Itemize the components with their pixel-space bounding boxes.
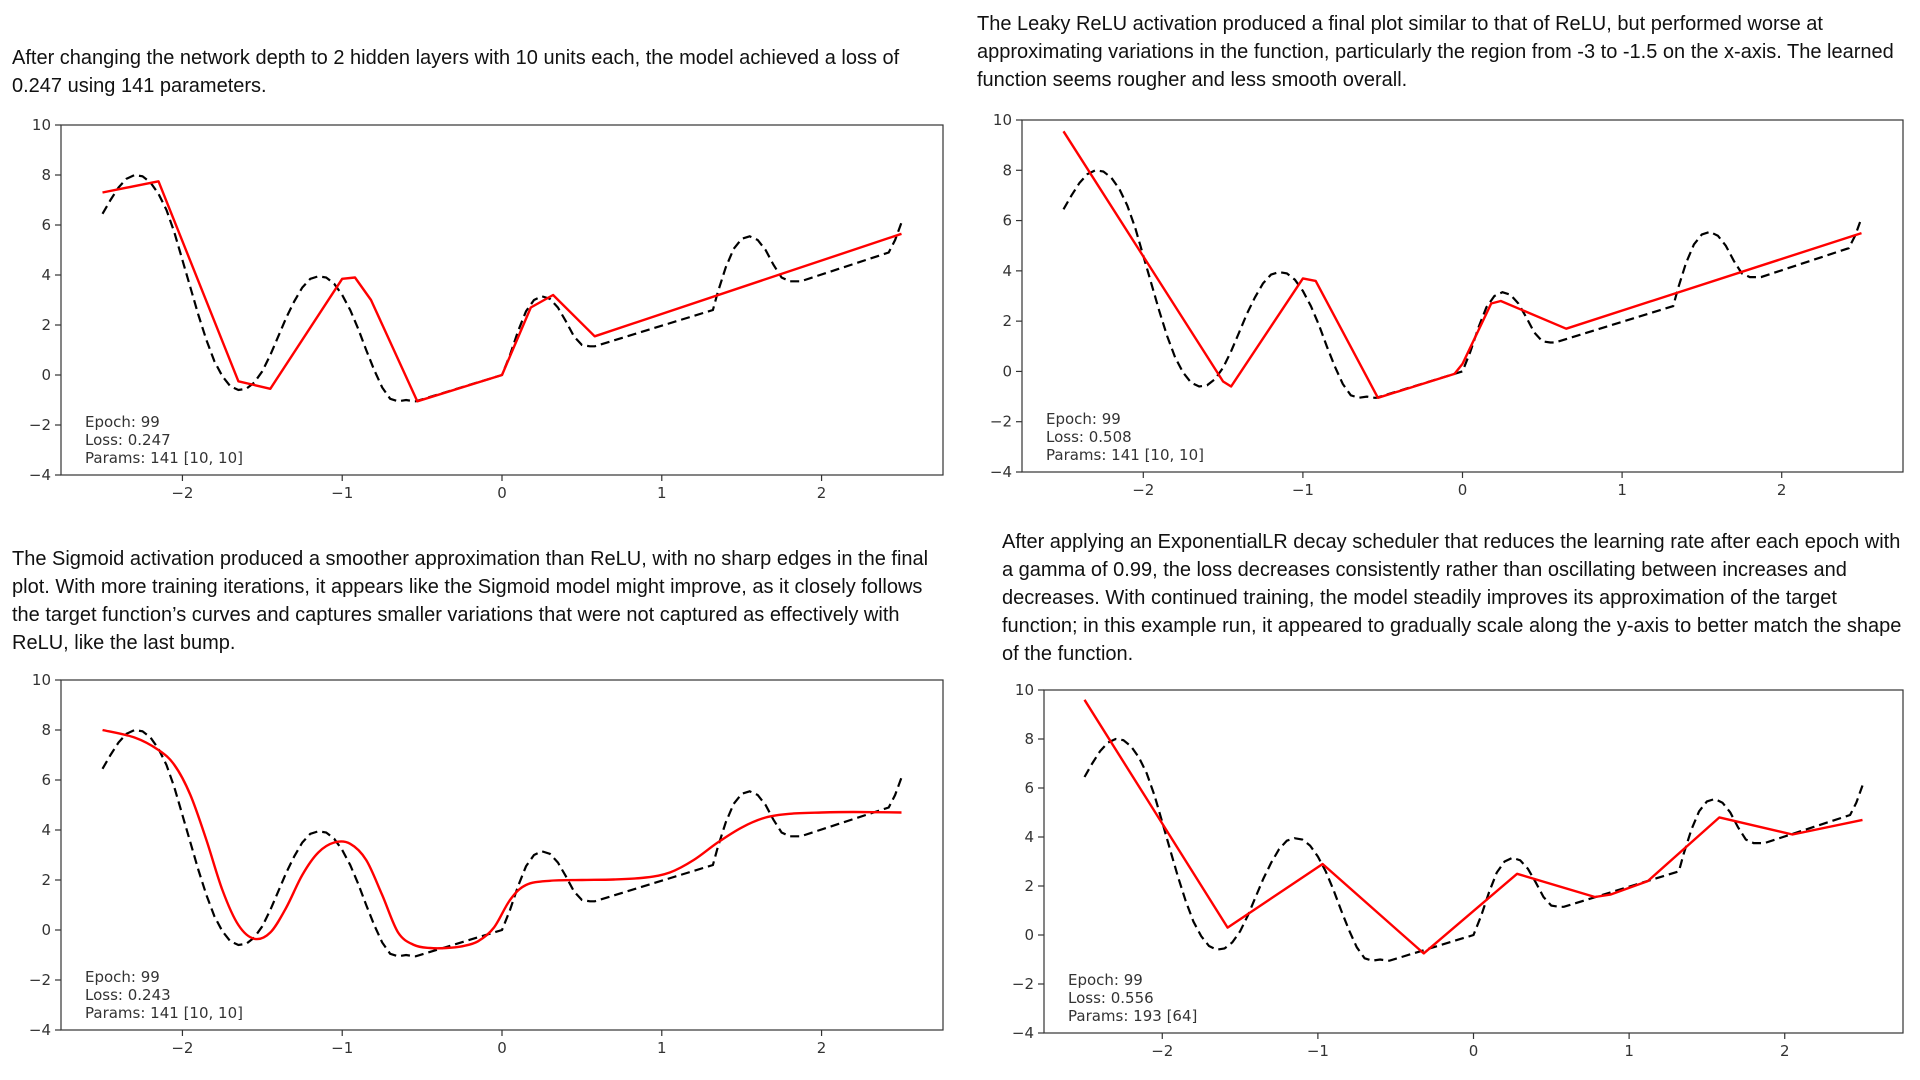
- x-tick-label: −2: [171, 484, 193, 502]
- x-tick-label: −2: [171, 1039, 193, 1057]
- params-label: Params: 141 [10, 10]: [85, 1004, 243, 1022]
- epoch-label: Epoch: 99: [1068, 971, 1143, 989]
- epoch-label: Epoch: 99: [85, 968, 160, 986]
- y-tick-label: 10: [1015, 681, 1034, 699]
- y-tick-label: 10: [993, 111, 1012, 129]
- params-label: Params: 141 [10, 10]: [85, 449, 243, 467]
- y-tick-label: 0: [1002, 362, 1012, 380]
- x-tick-label: −1: [331, 1039, 353, 1057]
- x-tick-label: −2: [1132, 481, 1154, 499]
- plot-frame: [60, 124, 944, 476]
- y-tick-label: 8: [1002, 161, 1012, 179]
- plot-frame: [1043, 689, 1904, 1034]
- y-tick-label: 4: [1002, 262, 1012, 280]
- y-tick-label: −4: [29, 1021, 51, 1039]
- model-prediction-line: [1083, 699, 1863, 955]
- epoch-label: Epoch: 99: [85, 413, 160, 431]
- x-tick-label: 0: [1469, 1042, 1479, 1060]
- params-label: Params: 141 [10, 10]: [1046, 446, 1204, 464]
- x-tick-label: 1: [1624, 1042, 1634, 1060]
- y-tick-label: 2: [41, 316, 51, 334]
- y-tick-label: 0: [41, 366, 51, 384]
- y-tick-label: 8: [1024, 730, 1034, 748]
- loss-label: Loss: 0.508: [1046, 428, 1132, 446]
- x-tick-label: 2: [1780, 1042, 1790, 1060]
- y-tick-label: 6: [1024, 779, 1034, 797]
- y-tick-label: 8: [41, 721, 51, 739]
- target-function-line: [101, 728, 903, 958]
- paragraph-sigmoid: The Sigmoid activation produced a smooth…: [12, 548, 929, 654]
- model-prediction-line: [102, 728, 902, 950]
- loss-label: Loss: 0.243: [85, 986, 171, 1004]
- x-tick-label: 0: [497, 484, 507, 502]
- y-tick-label: 8: [41, 166, 51, 184]
- x-tick-label: −1: [1292, 481, 1314, 499]
- x-tick-label: 1: [657, 1039, 667, 1057]
- y-tick-label: −2: [29, 416, 51, 434]
- x-tick-label: 1: [1617, 481, 1627, 499]
- y-tick-label: 4: [41, 821, 51, 839]
- x-tick-label: −2: [1151, 1042, 1173, 1060]
- target-function-line: [101, 173, 903, 403]
- y-tick-label: 10: [32, 671, 51, 689]
- loss-label: Loss: 0.556: [1068, 989, 1154, 1007]
- y-tick-label: −4: [990, 463, 1012, 481]
- y-tick-label: 6: [1002, 212, 1012, 230]
- y-tick-label: −2: [990, 413, 1012, 431]
- y-tick-label: −2: [1012, 975, 1034, 993]
- y-tick-label: 6: [41, 771, 51, 789]
- plot-frame: [60, 679, 944, 1031]
- y-tick-label: −2: [29, 971, 51, 989]
- x-tick-label: 2: [817, 1039, 827, 1057]
- x-tick-label: 2: [1777, 481, 1787, 499]
- y-tick-label: 6: [41, 216, 51, 234]
- y-tick-label: 10: [32, 116, 51, 134]
- model-prediction-line: [102, 180, 902, 403]
- x-tick-label: 0: [1458, 481, 1468, 499]
- y-tick-label: −4: [29, 466, 51, 484]
- y-tick-label: −4: [1012, 1024, 1034, 1042]
- y-tick-label: 0: [41, 921, 51, 939]
- y-tick-label: 2: [1002, 312, 1012, 330]
- paragraph-leaky-relu: The Leaky ReLU activation produced a fin…: [977, 13, 1894, 91]
- epoch-label: Epoch: 99: [1046, 410, 1121, 428]
- y-tick-label: 2: [1024, 877, 1034, 895]
- x-tick-label: −1: [331, 484, 353, 502]
- x-tick-label: 0: [497, 1039, 507, 1057]
- loss-label: Loss: 0.247: [85, 431, 171, 449]
- x-tick-label: −1: [1307, 1042, 1329, 1060]
- target-function-line: [1062, 169, 1863, 399]
- params-label: Params: 193 [64]: [1068, 1007, 1197, 1025]
- x-tick-label: 2: [817, 484, 827, 502]
- y-tick-label: 4: [1024, 828, 1034, 846]
- target-function-line: [1083, 737, 1864, 962]
- model-prediction-line: [1062, 130, 1862, 399]
- paragraph-exponential-lr: After applying an ExponentialLR decay sc…: [1002, 531, 1902, 665]
- paragraph-relu-depth: After changing the network depth to 2 hi…: [12, 47, 900, 97]
- y-tick-label: 4: [41, 266, 51, 284]
- x-tick-label: 1: [657, 484, 667, 502]
- y-tick-label: 2: [41, 871, 51, 889]
- y-tick-label: 0: [1024, 926, 1034, 944]
